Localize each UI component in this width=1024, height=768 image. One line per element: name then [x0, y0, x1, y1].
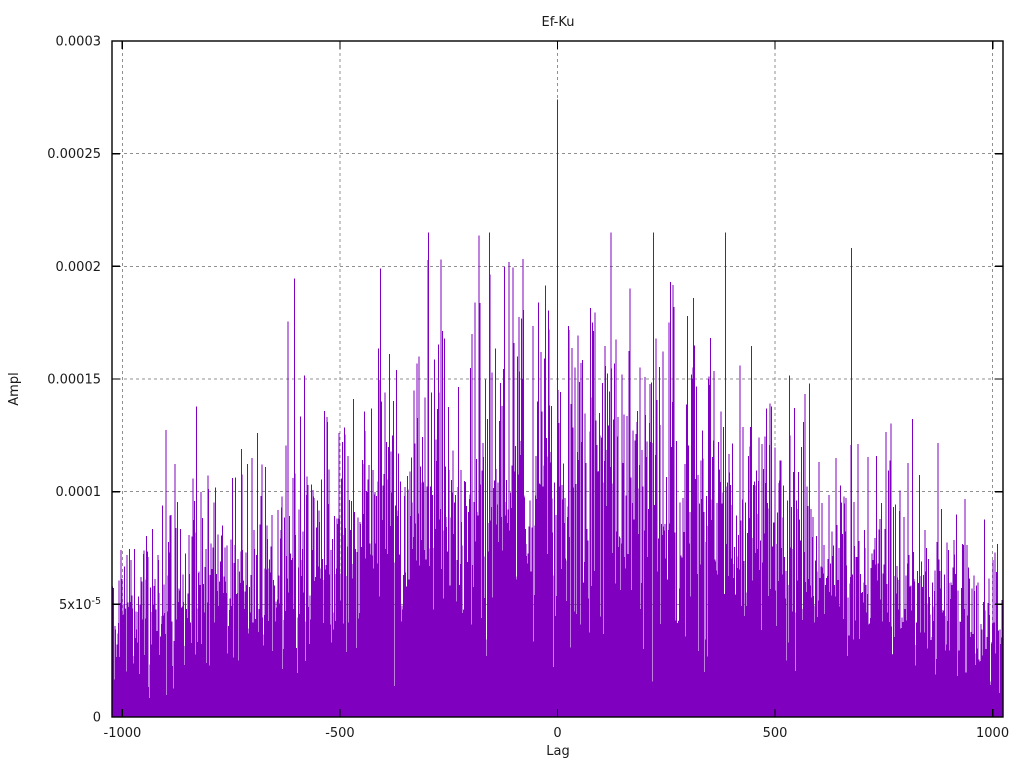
axis-ticks	[112, 40, 1003, 718]
y-axis-title: Ampl	[7, 372, 22, 405]
y-tick-label: 0	[93, 711, 101, 726]
chart-title: Ef-Ku	[542, 15, 575, 30]
x-tick-label: -1000	[104, 726, 142, 741]
y-tick-label: 0.00025	[47, 147, 101, 162]
x-tick-label: 1000	[976, 726, 1009, 741]
x-tick-label: 500	[763, 726, 788, 741]
y-tick-label: 0.0001	[56, 485, 102, 500]
y-tick-labels: 0 5x10-5 0.0001 0.00015 0.0002 0.00025 0.0003	[47, 35, 101, 726]
x-tick-label: 0	[553, 726, 561, 741]
x-tick-label: -500	[325, 726, 355, 741]
x-axis-title: Lag	[546, 744, 569, 759]
y-tick-label: 0.0002	[56, 260, 102, 275]
y-tick-label: 0.0003	[56, 35, 102, 50]
impulse-series	[111, 99, 1004, 717]
y-tick-label: 0.00015	[47, 373, 101, 388]
x-tick-labels: -1000 -500 0 500 1000	[104, 726, 1010, 741]
y-tick-label: 5x10-5	[59, 595, 101, 613]
